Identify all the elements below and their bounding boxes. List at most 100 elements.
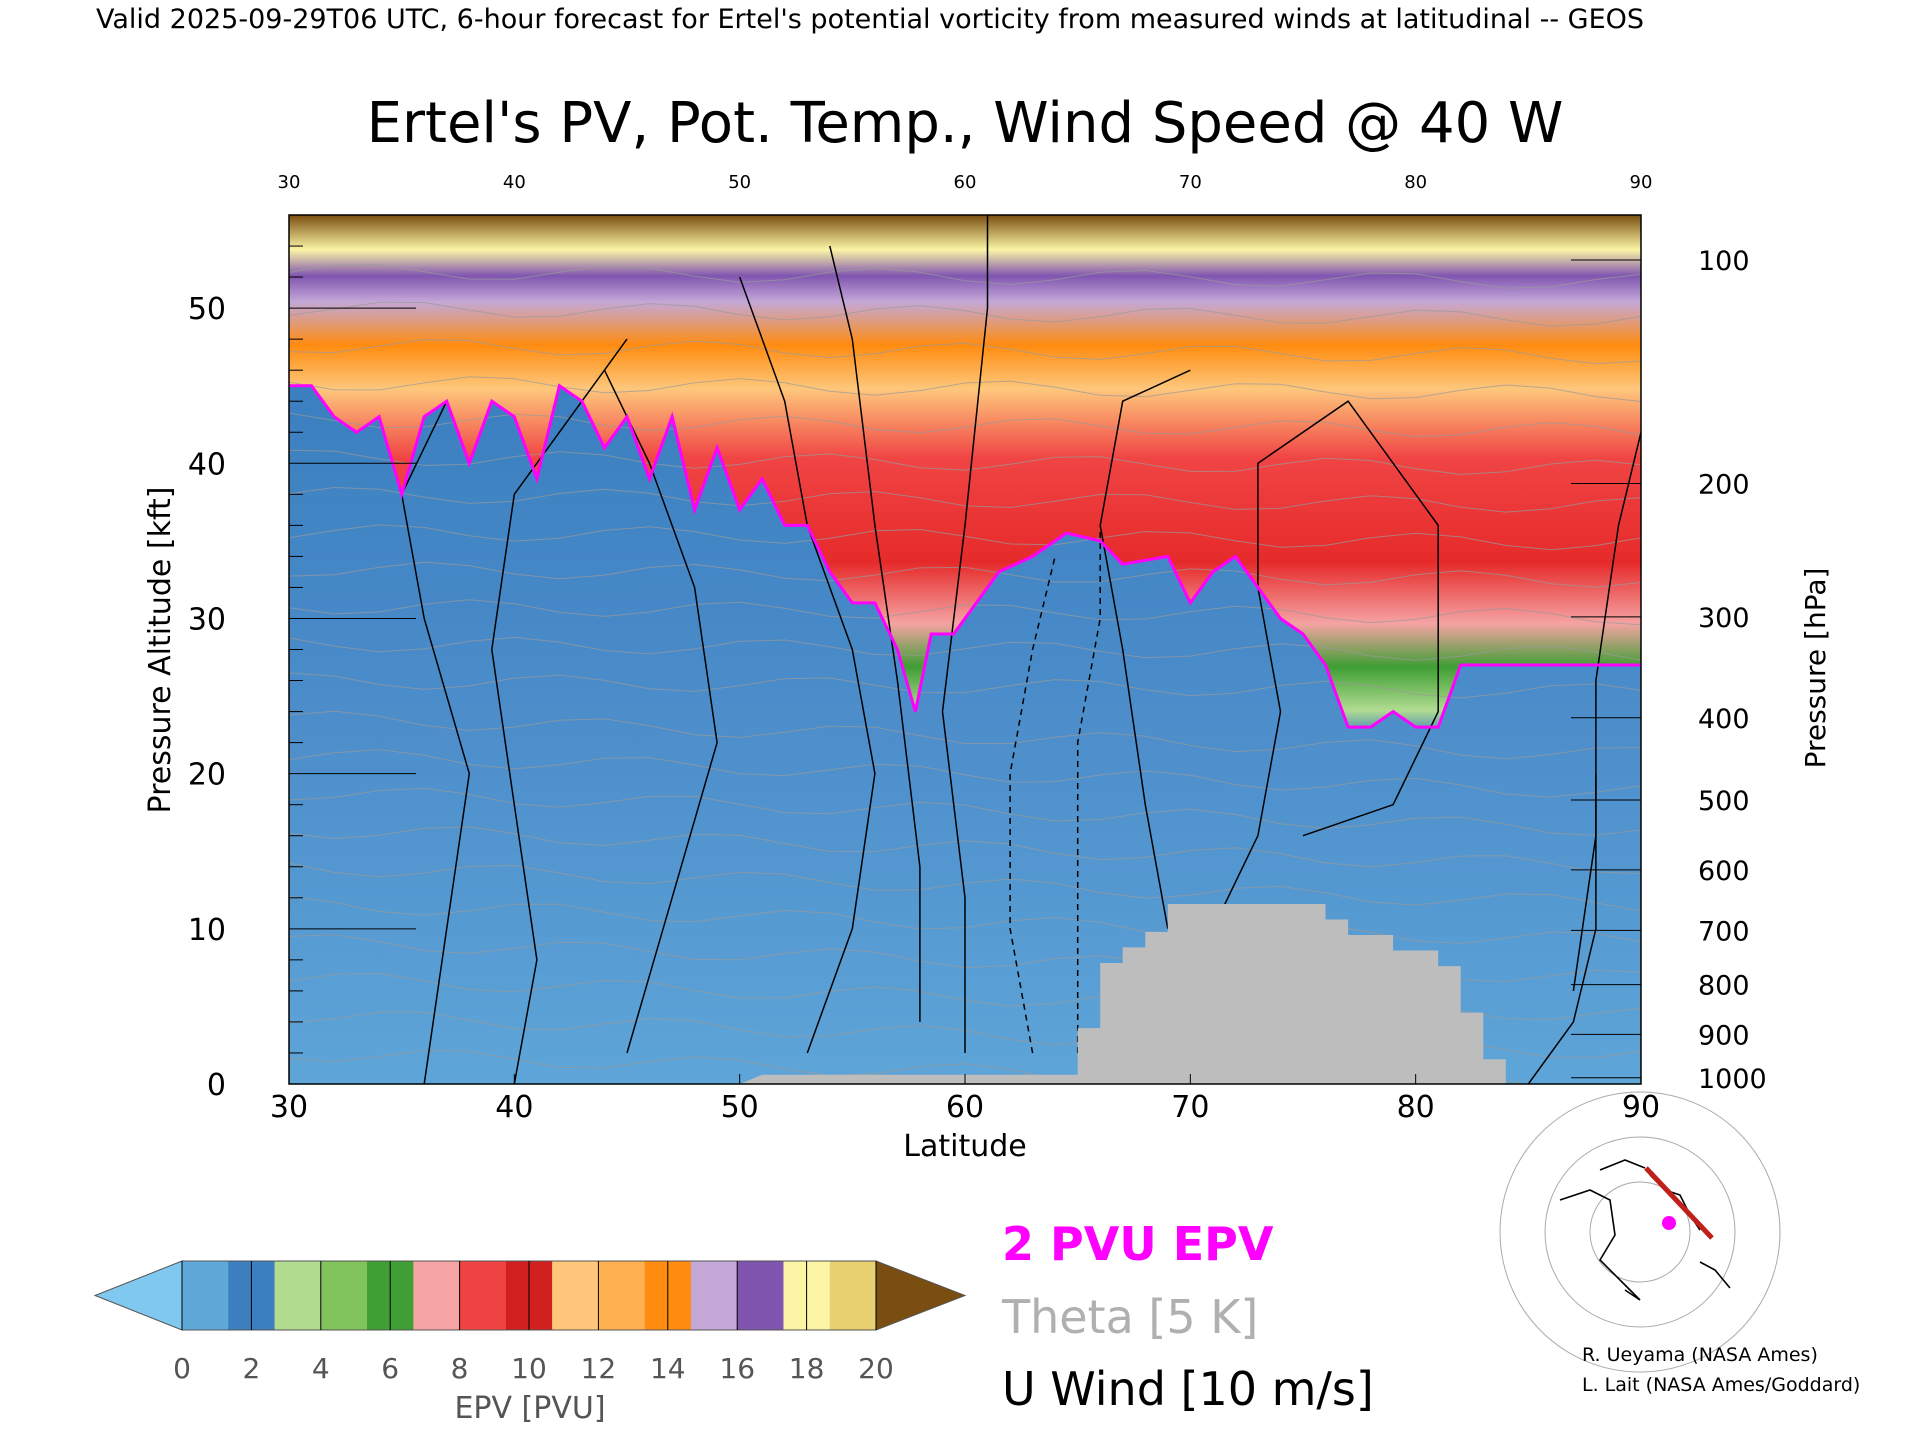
wind-isotach (1099, 369, 1191, 929)
colorbar-swatch (598, 1261, 646, 1330)
theta-contour (289, 486, 1641, 513)
colorbar: 0 2 4 6 8 10 12 14 16 18 20 (93, 1260, 967, 1385)
location-map-inset (1499, 1091, 1781, 1373)
pressure-tick-label: 300 (1698, 603, 1750, 634)
map-inset-frame (1540, 1152, 1740, 1302)
wind-isotach (1527, 773, 1597, 1084)
theta-contour (289, 524, 1641, 551)
legend-epv: 2 PVU EPV (1002, 1217, 1274, 1271)
x-top-tick-label: 60 (954, 172, 977, 193)
colorbar-swatch (737, 1261, 785, 1330)
colorbar-swatch (320, 1261, 368, 1330)
pressure-tick-label: 200 (1698, 469, 1750, 500)
theta-contour (289, 749, 1641, 798)
theta-contour (289, 636, 1641, 661)
theta-contour (289, 338, 1641, 365)
colorbar-swatch (829, 1261, 877, 1330)
colorbar-tick-label: 0 (173, 1352, 191, 1385)
x-axis-label: Latitude (903, 1129, 1026, 1164)
theta-contour (289, 412, 1641, 438)
wind-isotach (603, 369, 718, 1054)
theta-contour (289, 599, 1641, 626)
wind-isotach (829, 245, 921, 1022)
y2-axis-label: Pressure [hPa] (1799, 568, 1832, 769)
surface-mask (739, 904, 1506, 1084)
colorbar-swatch (182, 1261, 229, 1330)
x-top-tick-label: 50 (728, 172, 751, 193)
plot-area (289, 215, 1641, 1084)
wind-isotach (941, 215, 989, 1053)
map-location-dot (1662, 1216, 1676, 1230)
colorbar-tick-label: 10 (511, 1352, 547, 1385)
colorbar-tick-label: 20 (858, 1352, 894, 1385)
x-tick-label: 70 (1171, 1090, 1209, 1125)
tropopause-2pvu-line (289, 383, 1641, 729)
colorbar-tick-label: 16 (719, 1352, 755, 1385)
credit-line-2: L. Lait (NASA Ames/Goddard) (1582, 1374, 1860, 1396)
x-top-tick-label: 30 (278, 172, 301, 193)
y-tick-label: 10 (188, 913, 226, 948)
map-circle-outer (1499, 1091, 1781, 1373)
theta-contour (289, 449, 1641, 475)
pressure-tick-label: 1000 (1698, 1064, 1767, 1095)
theta-contour (289, 672, 1641, 699)
map-circle-middle (1544, 1136, 1736, 1328)
colorbar-swatch (459, 1261, 507, 1330)
y-tick-label: 30 (188, 602, 226, 637)
x-tick-label: 30 (270, 1090, 308, 1125)
colorbar-under-triangle (93, 1260, 183, 1331)
wind-isotach-negative (1076, 525, 1101, 1053)
pressure-tick-label: 400 (1698, 704, 1750, 735)
colorbar-swatch (413, 1261, 461, 1330)
wind-isotach (1572, 432, 1641, 992)
y-tick-label: 40 (188, 447, 226, 482)
colorbar-tick-label: 8 (451, 1352, 469, 1385)
colorbar-tick-label: 18 (789, 1352, 825, 1385)
credit-line-1: R. Ueyama (NASA Ames) (1582, 1344, 1818, 1366)
x-tick-label: 90 (1622, 1090, 1660, 1125)
theta-contour (289, 826, 1641, 874)
pressure-tick-label: 900 (1698, 1020, 1750, 1051)
colorbar-tick-label: 6 (381, 1352, 399, 1385)
colorbar-over-triangle (875, 1260, 967, 1331)
theta-contour (289, 376, 1641, 402)
wind-isotach (400, 400, 471, 1084)
colorbar-label: EPV [PVU] (454, 1391, 605, 1426)
theta-contour (289, 301, 1641, 327)
theta-contour (289, 862, 1641, 912)
x-tick-label: 60 (946, 1090, 984, 1125)
x-top-tick-label: 70 (1179, 172, 1202, 193)
colorbar-swatch (552, 1261, 599, 1330)
y-tick-label: 0 (207, 1068, 226, 1103)
y-tick-label: 50 (188, 292, 226, 327)
x-tick-label: 40 (495, 1090, 533, 1125)
colorbar-tick-label: 2 (242, 1352, 260, 1385)
map-coastlines (1559, 1159, 1731, 1301)
y-tick-label: 20 (188, 758, 226, 793)
pressure-tick-label: 100 (1698, 246, 1750, 277)
wind-isotach (738, 276, 876, 1054)
legend-theta: Theta [5 K] (1001, 1290, 1258, 1344)
theta-contour (289, 710, 1641, 760)
x-top-tick-label: 90 (1630, 172, 1653, 193)
x-top-tick-label: 80 (1404, 172, 1427, 193)
theta-contour (289, 561, 1641, 588)
colorbar-tick-label: 14 (650, 1352, 686, 1385)
x-top-tick-label: 40 (503, 172, 526, 193)
colorbar-tick-label: 4 (312, 1352, 330, 1385)
colorbar-swatch (690, 1261, 738, 1330)
map-section-line (1644, 1166, 1714, 1240)
theta-contour (289, 264, 1641, 289)
header-text: Valid 2025-09-29T06 UTC, 6-hour forecast… (96, 4, 1644, 35)
pressure-tick-label: 500 (1698, 786, 1750, 817)
pressure-tick-label: 800 (1698, 971, 1750, 1002)
legend-wind: U Wind [10 m/s] (1002, 1362, 1374, 1416)
pressure-tick-label: 600 (1698, 856, 1750, 887)
map-circle-inner (1589, 1181, 1691, 1283)
pressure-tick-label: 700 (1698, 916, 1750, 947)
colorbar-swatch (274, 1261, 322, 1330)
chart-title: Ertel's PV, Pot. Temp., Wind Speed @ 40 … (367, 91, 1564, 156)
x-tick-label: 50 (721, 1090, 759, 1125)
x-tick-label: 80 (1397, 1090, 1435, 1125)
